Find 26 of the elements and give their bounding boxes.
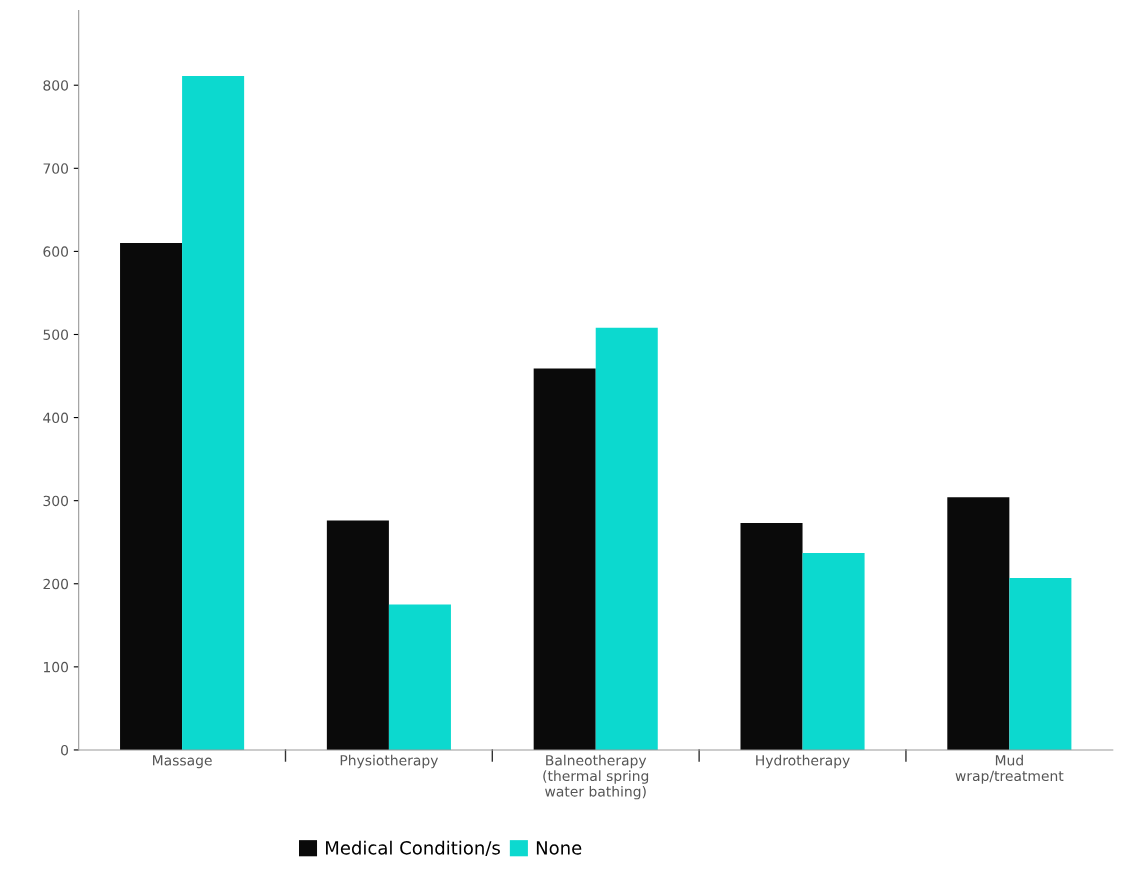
legend-label: Medical Condition/s [326,840,500,857]
bar [182,76,245,750]
y-tick-label: 300 [43,495,69,507]
x-tick-label: Massage [153,755,212,769]
bar [1009,577,1072,750]
bar [947,497,1010,750]
bar [533,368,596,750]
bar [326,520,389,750]
y-tick-label: 600 [43,246,69,257]
x-tick-label: Mud wrap/treatment [955,754,1064,784]
y-tick-label: 700 [43,163,69,174]
legend-label: None [536,841,582,855]
bar [120,243,183,750]
bar [802,553,865,750]
bar [595,327,658,750]
y-tick-label: 500 [43,329,69,340]
y-tick-label: 800 [43,80,69,91]
y-tick-label: 200 [43,578,69,590]
bar [388,604,451,750]
x-tick-label: Balneotherapy (thermal spring water bathing) [543,754,649,800]
x-tick-label: Physiotherapy [340,754,439,769]
y-tick-label: 400 [43,412,69,424]
y-tick-label: 100 [43,661,69,673]
y-tick-label: 0 [61,744,69,756]
x-tick-label: Hydrotherapy [756,754,850,769]
bar [740,523,803,750]
